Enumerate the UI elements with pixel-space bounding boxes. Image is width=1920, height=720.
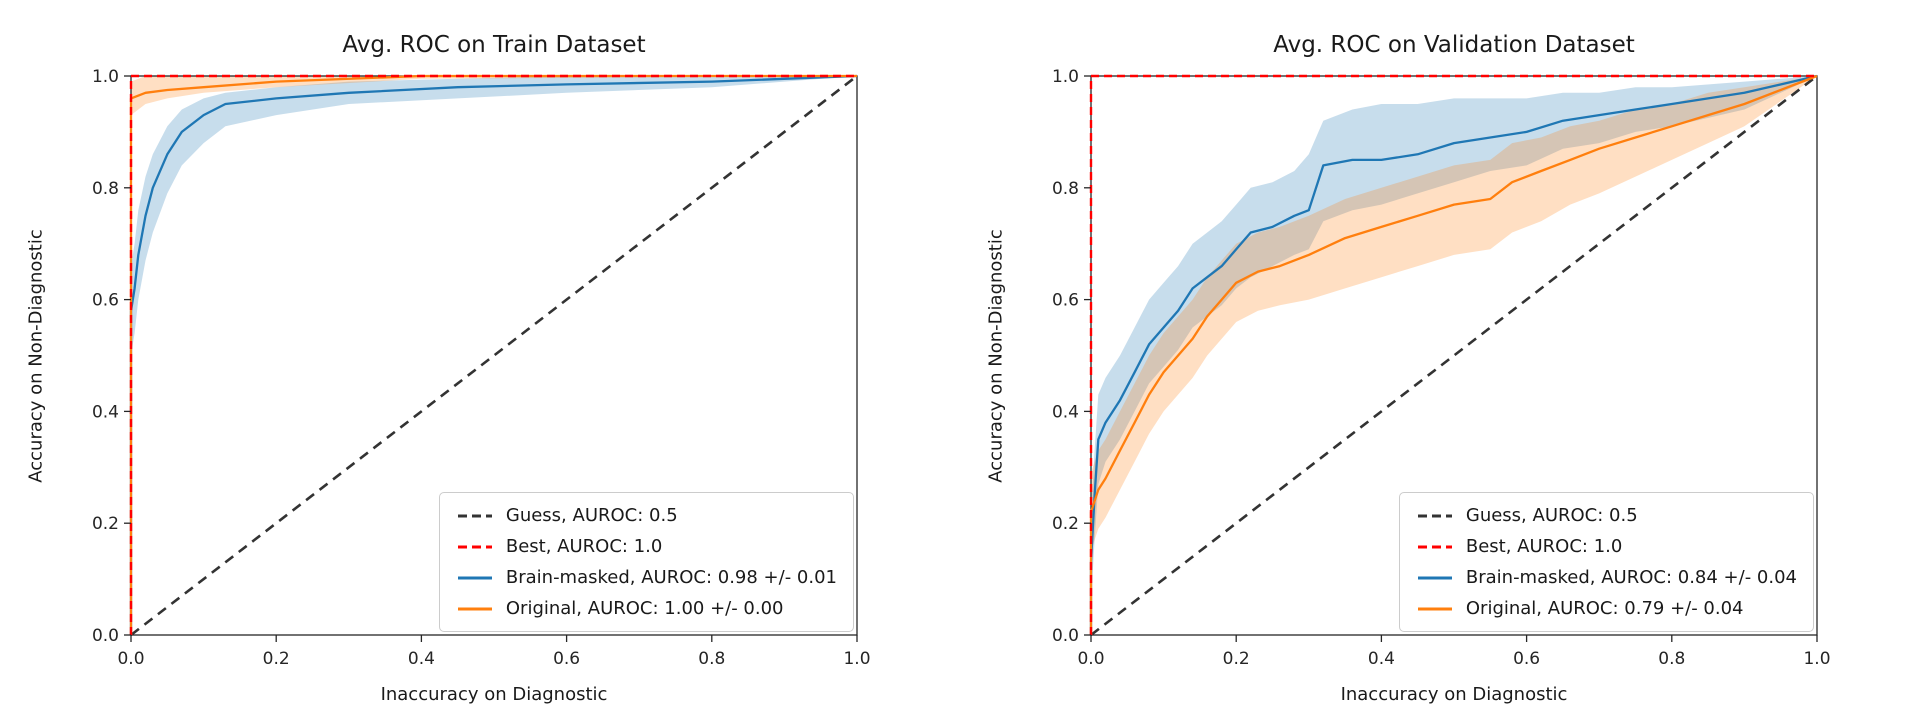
legend-label-brain-masked: Brain-masked, AUROC: 0.98 +/- 0.01 bbox=[505, 567, 837, 588]
legend-line-sample-original bbox=[1417, 607, 1452, 610]
x-tick-label: 0.0 bbox=[1077, 649, 1104, 669]
legend-item-brain-masked: Brain-masked, AUROC: 0.84 +/- 0.04 bbox=[1416, 567, 1797, 588]
legend-line-sample-original bbox=[457, 607, 492, 610]
y-tick-label: 1.0 bbox=[92, 67, 119, 87]
chart-title-validation: Avg. ROC on Validation Dataset bbox=[1273, 32, 1635, 58]
y-tick-label: 0.2 bbox=[92, 514, 119, 534]
x-tick-label: 0.2 bbox=[263, 649, 290, 669]
legend-item-guess: Guess, AUROC: 0.5 bbox=[1416, 505, 1797, 526]
legend-validation: Guess, AUROC: 0.5 Best, AUROC: 1.0 Brain… bbox=[1398, 492, 1814, 632]
y-tick-label: 0.2 bbox=[1052, 514, 1079, 534]
y-tick-label: 0.6 bbox=[1052, 291, 1079, 311]
legend-item-best: Best, AUROC: 1.0 bbox=[1416, 536, 1797, 557]
y-tick-label: 1.0 bbox=[1052, 67, 1079, 87]
legend-item-brain-masked: Brain-masked, AUROC: 0.98 +/- 0.01 bbox=[456, 567, 837, 588]
x-tick-label: 0.0 bbox=[117, 649, 144, 669]
legend-label-original: Original, AUROC: 1.00 +/- 0.00 bbox=[505, 598, 784, 619]
x-tick-label: 0.4 bbox=[408, 649, 435, 669]
chart-title-train: Avg. ROC on Train Dataset bbox=[342, 32, 646, 58]
plot-area-validation: 0.0 0.2 0.4 0.6 0.8 1.0 0.0 0.2 0.4 0.6 0.8 1.0 bbox=[1052, 67, 1831, 669]
x-tick-label: 0.8 bbox=[698, 649, 725, 669]
legend-label-guess: Guess, AUROC: 0.5 bbox=[1465, 505, 1638, 526]
x-tick-label: 0.6 bbox=[553, 649, 580, 669]
x-axis-label-validation: Inaccuracy on Diagnostic bbox=[1340, 684, 1568, 705]
confidence-band-brain-masked bbox=[1091, 76, 1817, 635]
roc-line-brain-masked bbox=[129, 74, 858, 635]
x-tick-label: 0.4 bbox=[1368, 649, 1395, 669]
x-tick-label: 0.6 bbox=[1513, 649, 1540, 669]
legend-line-sample-guess bbox=[1417, 514, 1452, 517]
legend-item-best: Best, AUROC: 1.0 bbox=[456, 536, 837, 557]
confidence-band-brain-masked bbox=[131, 76, 857, 635]
y-tick-label: 0.6 bbox=[92, 291, 119, 311]
x-tick-label: 0.8 bbox=[1658, 649, 1685, 669]
chart-validation: Avg. ROC on Validation Dataset Accuracy … bbox=[960, 0, 1920, 720]
y-tick-label: 0.4 bbox=[92, 402, 119, 422]
legend-label-guess: Guess, AUROC: 0.5 bbox=[505, 505, 678, 526]
chart-train: Avg. ROC on Train Dataset Accuracy on No… bbox=[26, 32, 871, 705]
legend-line-sample-brain-masked bbox=[457, 576, 492, 579]
x-tick-label: 1.0 bbox=[1803, 649, 1830, 669]
legend-line-sample-best bbox=[457, 545, 492, 548]
legend-item-original: Original, AUROC: 0.79 +/- 0.04 bbox=[1416, 598, 1797, 619]
legend-label-brain-masked: Brain-masked, AUROC: 0.84 +/- 0.04 bbox=[1465, 567, 1797, 588]
legend-line-sample-brain-masked bbox=[1417, 576, 1452, 579]
y-tick-label: 0.4 bbox=[1052, 402, 1079, 422]
legend-label-best: Best, AUROC: 1.0 bbox=[505, 536, 663, 557]
roc-line-original bbox=[1089, 74, 1818, 635]
legend-label-best: Best, AUROC: 1.0 bbox=[1465, 536, 1623, 557]
x-axis-label-train: Inaccuracy on Diagnostic bbox=[380, 684, 608, 705]
legend-item-guess: Guess, AUROC: 0.5 bbox=[456, 505, 837, 526]
y-tick-label: 0.0 bbox=[92, 626, 119, 646]
x-tick-label: 1.0 bbox=[843, 649, 870, 669]
legend-label-original: Original, AUROC: 0.79 +/- 0.04 bbox=[1465, 598, 1744, 619]
y-tick-label: 0.8 bbox=[1052, 179, 1079, 199]
legend-line-sample-best bbox=[1417, 545, 1452, 548]
x-tick-label: 0.2 bbox=[1223, 649, 1250, 669]
legend-train: Guess, AUROC: 0.5 Best, AUROC: 1.0 Brain… bbox=[438, 492, 854, 632]
plot-area-train: 0.0 0.2 0.4 0.6 0.8 1.0 0.0 0.2 0.4 0.6 0.8 1.0 bbox=[92, 67, 871, 669]
legend-item-original: Original, AUROC: 1.00 +/- 0.00 bbox=[456, 598, 837, 619]
confidence-band-original bbox=[1091, 76, 1817, 635]
legend-line-sample-guess bbox=[457, 514, 492, 517]
roc-line-brain-masked bbox=[1089, 74, 1818, 635]
y-tick-label: 0.0 bbox=[1052, 626, 1079, 646]
y-tick-label: 0.8 bbox=[92, 179, 119, 199]
